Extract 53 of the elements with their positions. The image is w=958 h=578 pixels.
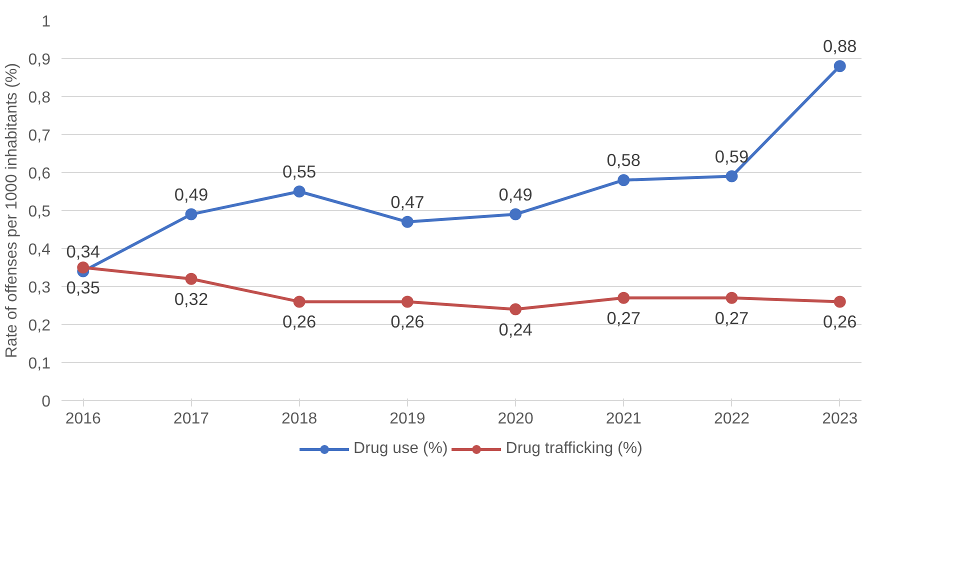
point (834, 60, 846, 72)
x-tick-label: 2018 (282, 410, 318, 428)
y-tick-label: 0,7 (28, 128, 51, 144)
point (834, 296, 846, 308)
data-label: 0,26 (390, 312, 424, 332)
y-tick-label: 0,9 (28, 52, 51, 68)
data-label: 0,24 (498, 319, 533, 340)
data-label: 0,32 (174, 288, 208, 309)
point (293, 296, 306, 308)
point (401, 296, 414, 308)
y-tick-label: 0 (42, 394, 51, 410)
data-label: 0,26 (823, 312, 857, 332)
data-label: 0,58 (606, 150, 641, 170)
x-tick-label: 2016 (65, 410, 102, 428)
point (293, 186, 306, 198)
y-tick-label: 0,8 (28, 90, 51, 106)
legend-label: Drug use (%) (354, 440, 448, 458)
x-tick-label: 2020 (498, 410, 534, 428)
data-label: 0,49 (174, 184, 208, 204)
data-label: 0,35 (66, 278, 100, 298)
point (185, 208, 198, 220)
data-label: 0,34 (66, 241, 100, 262)
data-label: 0,47 (390, 192, 424, 212)
x-tick-label: 2019 (390, 410, 426, 428)
data-label: 0,27 (714, 308, 749, 328)
data-label: 0,26 (282, 312, 316, 332)
y-tick-label: 0,1 (28, 356, 51, 372)
data-label: 0,59 (714, 146, 749, 166)
y-tick-label: 0,2 (28, 318, 51, 334)
point (726, 292, 738, 304)
y-axis-title: Rate of offenses per 1000 inhabitants (%) (3, 63, 20, 358)
point (510, 303, 522, 316)
y-tick-label: 0,6 (28, 166, 51, 182)
point (77, 262, 90, 274)
point (726, 170, 738, 182)
data-label: 0,88 (823, 36, 857, 56)
legend-label: Drug trafficking (%) (506, 440, 642, 458)
x-tick-label: 2022 (714, 410, 750, 428)
point (510, 208, 522, 220)
data-label: 0,27 (606, 308, 641, 328)
y-tick-label: 0,4 (28, 242, 51, 258)
point (401, 216, 414, 228)
data-label: 0,49 (498, 184, 532, 204)
x-tick-label: 2023 (822, 410, 858, 428)
point (618, 174, 630, 186)
data-label: 0,55 (282, 162, 316, 182)
y-tick-label: 0,5 (28, 204, 51, 220)
y-tick-label: 1 (42, 14, 51, 30)
point (618, 292, 630, 304)
point (185, 272, 198, 285)
y-tick-label: 0,3 (28, 280, 51, 296)
x-tick-label: 2021 (606, 410, 642, 428)
x-tick-label: 2017 (173, 410, 210, 428)
